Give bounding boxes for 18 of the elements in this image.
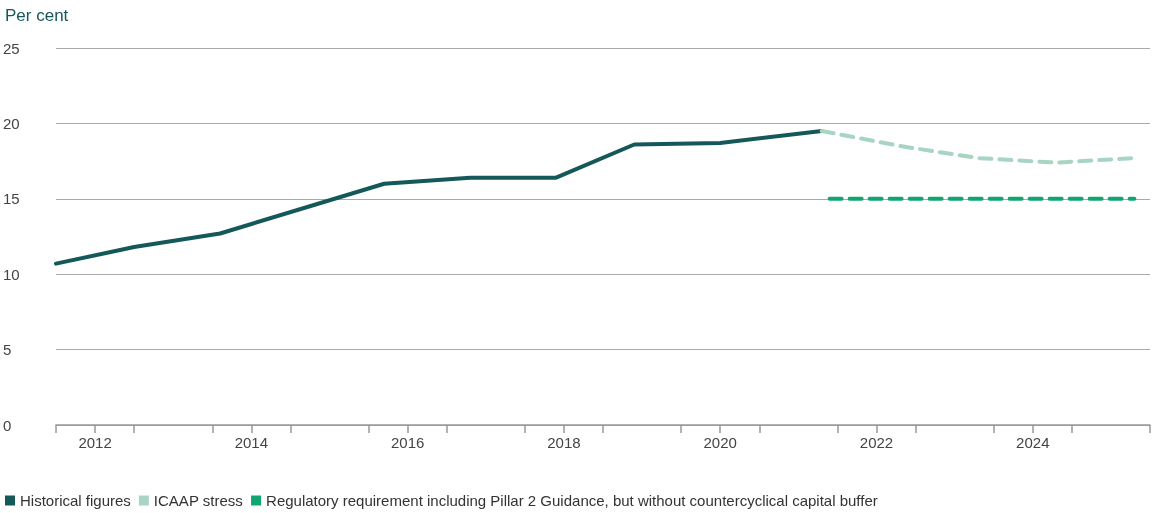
- y-tick-label: 10: [3, 265, 20, 283]
- y-tick-label: 20: [3, 114, 20, 132]
- legend-label: Regulatory requirement including Pillar 2 Guidance, but without countercyclical capital buffer: [266, 492, 878, 509]
- x-tick-label: 2012: [78, 434, 112, 451]
- y-tick-label: 25: [3, 39, 20, 57]
- x-tick-label: 2014: [234, 434, 269, 451]
- legend-label: Historical figures: [20, 492, 131, 509]
- y-tick-label: 0: [3, 416, 12, 434]
- x-tick-label: 2020: [703, 434, 737, 451]
- line-series: [54, 128, 824, 266]
- y-tick-label: 15: [3, 190, 20, 208]
- legend-label: ICAAP stress: [153, 492, 243, 509]
- x-tick-label: 2024: [1016, 434, 1050, 451]
- x-tick-label: 2016: [390, 434, 425, 451]
- x-tick-label: 2018: [547, 434, 581, 451]
- y-axis-title: Per cent: [5, 6, 69, 25]
- y-tick-label: 5: [3, 341, 12, 359]
- x-tick-label: 2022: [859, 434, 894, 451]
